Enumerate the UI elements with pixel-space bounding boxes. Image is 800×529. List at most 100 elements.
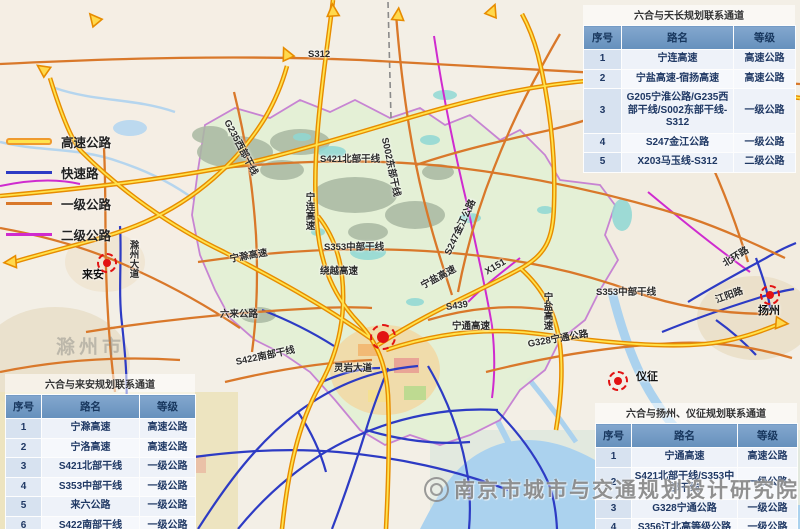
table-cell: 宁连高速	[621, 49, 734, 70]
table-row: 2 宁盐高速-宿扬高速 高速公路	[583, 68, 796, 89]
table-row: 3 S421北部干线 一级公路	[5, 457, 196, 478]
direction-arrow-icon	[88, 12, 104, 29]
table-cell: 4	[583, 132, 622, 153]
legend-item: 快速路	[6, 157, 111, 188]
city-marker-icon	[760, 285, 780, 305]
table-cell: 1	[583, 49, 622, 70]
direction-arrow-icon	[282, 46, 296, 63]
table-cell: 高速公路	[139, 437, 196, 458]
map-legend: 高速公路快速路一级公路二级公路	[6, 126, 111, 250]
table-cell: 2	[5, 437, 42, 458]
table-cell: 宁洛高速	[41, 437, 140, 458]
table-cell: 1	[595, 447, 632, 468]
city-label: 来安	[82, 269, 104, 281]
direction-arrow-icon	[326, 2, 341, 18]
table-row: 2 S421北部干线/S353中部干线 一级公路	[595, 466, 798, 500]
road-label: S312	[308, 49, 331, 60]
direction-arrow-icon	[774, 315, 790, 330]
road-label: 宁通高速	[452, 321, 491, 332]
table-cell: 一级公路	[733, 132, 796, 153]
table-cell: S353中部干线	[41, 476, 140, 497]
road-label: 宁连高速	[303, 192, 315, 230]
legend-item: 一级公路	[6, 188, 111, 219]
road-label: S353中部干线	[596, 287, 657, 298]
legend-label: 一级公路	[61, 198, 112, 212]
table-cell: 高速公路	[139, 418, 196, 439]
table-row: 2 宁洛高速 高速公路	[5, 437, 196, 458]
table-cell: S422南部干线	[41, 515, 140, 529]
direction-arrow-icon	[2, 254, 18, 269]
legend-item: 高速公路	[6, 126, 111, 157]
table-cell: 二级公路	[733, 152, 796, 173]
region-name-label: 滁州市	[56, 337, 126, 358]
table-cell: 宁通高速	[631, 447, 738, 468]
road-label: S353中部干线	[324, 242, 385, 253]
table-cell: 一级公路	[139, 515, 196, 529]
table-row: 6 S422南部干线 一级公路	[5, 515, 196, 529]
table-cell: S247金江公路	[621, 132, 734, 153]
table-cell: 一级公路	[737, 498, 798, 519]
table-cell: 高速公路	[737, 447, 798, 468]
road-label: 绕越高速	[320, 266, 359, 277]
table-cell: 一级公路	[139, 476, 196, 497]
direction-arrow-icon	[390, 6, 405, 22]
table-cell: 5	[583, 152, 622, 173]
road-label: 灵岩大道	[334, 363, 373, 374]
table-cell: 一级公路	[139, 496, 196, 517]
city-label: 仪征	[636, 371, 658, 383]
table-cell: S421北部干线/S353中部干线	[631, 466, 738, 500]
table-row: 1 宁滁高速 高速公路	[5, 418, 196, 439]
table-cell: 一级公路	[737, 466, 798, 500]
table-cell: G205宁淮公路/G235西部干线/S002东部干线-S312	[621, 88, 734, 134]
table-cell: 6	[5, 515, 42, 529]
table-cell: 3	[583, 88, 622, 134]
legend-label: 高速公路	[61, 136, 112, 150]
city-marker-icon	[370, 324, 396, 350]
table-row: 5 X203马玉线-S312 二级公路	[583, 152, 796, 173]
table-row: 1 宁通高速 高速公路	[595, 447, 798, 468]
table-cell: 一级公路	[139, 457, 196, 478]
table-title: 六合与来安规划联系通道	[5, 374, 195, 394]
table-cell: 3	[595, 498, 632, 519]
legend-line-swatch	[6, 171, 52, 174]
table-cell: 高速公路	[733, 68, 796, 89]
road-label: 宁盐高速	[541, 292, 553, 330]
city-label: 扬州	[758, 305, 780, 317]
table-cell: 宁滁高速	[41, 418, 140, 439]
table-cell: S356江北高等级公路	[631, 518, 738, 529]
road-label: 滁州大道	[127, 240, 139, 278]
city-marker-icon	[608, 371, 628, 391]
table-header-cell: 等级	[733, 25, 796, 50]
table-cell: 来六公路	[41, 496, 140, 517]
table-row: 4 S356江北高等级公路 一级公路	[595, 518, 798, 529]
table-cell: G328宁通公路	[631, 498, 738, 519]
table-cell: 高速公路	[733, 49, 796, 70]
table-cell: 4	[595, 518, 632, 529]
table-cell: 1	[5, 418, 42, 439]
table-cell: 4	[5, 476, 42, 497]
legend-line-swatch	[6, 202, 52, 205]
table-header-cell: 序号	[595, 423, 632, 448]
table-header-cell: 等级	[139, 394, 196, 419]
table-cell: 一级公路	[737, 518, 798, 529]
table-header-cell: 路名	[621, 25, 734, 50]
table-cell: 宁盐高速-宿扬高速	[621, 68, 734, 89]
table-header-cell: 序号	[583, 25, 622, 50]
table-cell: S421北部干线	[41, 457, 140, 478]
table-title: 六合与天长规划联系通道	[583, 5, 795, 25]
legend-label: 二级公路	[61, 229, 112, 243]
legend-item: 二级公路	[6, 219, 111, 250]
city-marker-icon	[97, 253, 117, 273]
table-cell: 2	[583, 68, 622, 89]
road-label: 六来公路	[220, 309, 259, 320]
table-header-cell: 路名	[631, 423, 738, 448]
table-row: 5 来六公路 一级公路	[5, 496, 196, 517]
table-header-cell: 序号	[5, 394, 42, 419]
direction-arrow-icon	[483, 2, 497, 20]
table-cell: X203马玉线-S312	[621, 152, 734, 173]
legend-line-swatch	[6, 233, 52, 236]
table-row: 4 S247金江公路 一级公路	[583, 132, 796, 153]
table-row: 1 宁连高速 高速公路	[583, 49, 796, 70]
table-yangzhou-yizheng-connections: 六合与扬州、仪征规划联系通道 序号 路名 等级 1 宁通高速 高速公路 2 S421北部干线/S…	[595, 403, 798, 529]
road-label: S421北部干线	[320, 154, 381, 165]
